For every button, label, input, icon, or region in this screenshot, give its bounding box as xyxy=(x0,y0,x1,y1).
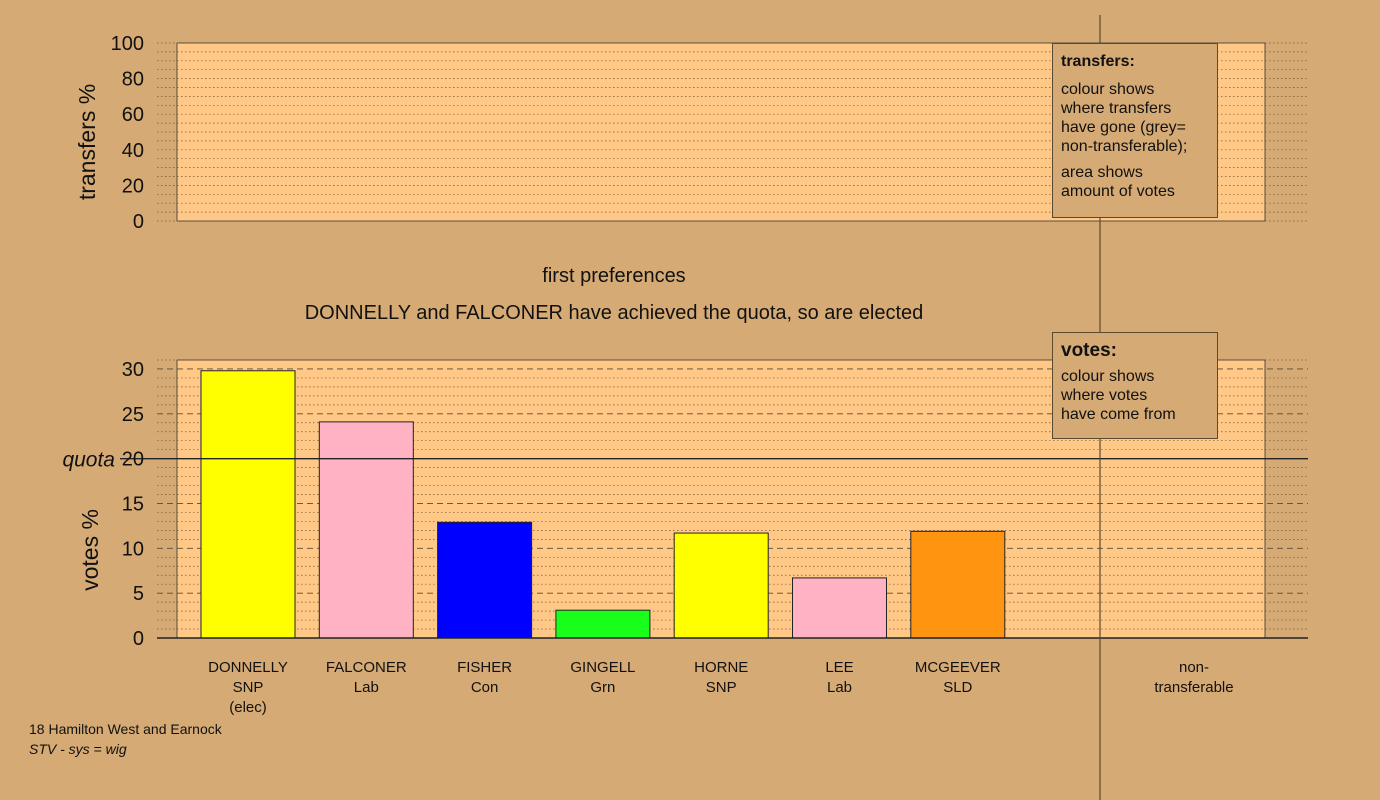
footer-constituency: 18 Hamilton West and Earnock xyxy=(29,721,222,737)
votes-legend-title: votes: xyxy=(1061,340,1117,361)
vote-bar xyxy=(792,577,887,639)
footer-system: STV - sys = wig xyxy=(29,741,127,757)
votes-tick-label: 25 xyxy=(122,404,144,426)
transfers-tick-label: 0 xyxy=(133,211,144,233)
votes-tick-label: 30 xyxy=(122,359,144,381)
transfers-legend-text: colour shows where transfers have gone (… xyxy=(1061,81,1188,155)
candidate-label: FALCONER xyxy=(326,659,407,676)
quota-label: quota xyxy=(62,449,115,472)
vote-bar xyxy=(910,530,1006,639)
transfers-tick-label: 60 xyxy=(122,104,144,126)
votes-legend-text: colour shows where votes have come from xyxy=(1061,368,1176,423)
transfers-legend-area-text: area shows amount of votes xyxy=(1061,164,1175,200)
candidate-label: Lab xyxy=(354,679,379,696)
vote-bar xyxy=(200,370,296,639)
votes-tick-label: 20 xyxy=(122,449,144,471)
votes-tick-label: 10 xyxy=(122,538,144,560)
candidate-label: (elec) xyxy=(229,699,267,716)
transfers-legend-title: transfers: xyxy=(1061,53,1135,70)
candidate-label: FISHER xyxy=(457,659,512,676)
transfers-tick-label: 20 xyxy=(122,175,144,197)
vote-bar xyxy=(437,521,533,639)
candidate-label: MCGEEVER xyxy=(915,659,1001,676)
votes-tick-label: 5 xyxy=(133,583,144,605)
candidate-label: HORNE xyxy=(694,659,748,676)
candidate-label: DONNELLY xyxy=(208,659,288,676)
status-text: DONNELLY and FALCONER have achieved the … xyxy=(305,302,924,324)
votes-legend: votes: colour shows where votes have com… xyxy=(1052,332,1218,439)
candidate-label: GINGELL xyxy=(570,659,635,676)
candidate-label: Con xyxy=(471,679,499,696)
candidate-label: SNP xyxy=(233,679,264,696)
transfers-tick-label: 40 xyxy=(122,140,144,162)
candidate-label: SLD xyxy=(943,679,972,696)
votes-axis-label: votes % xyxy=(77,509,103,591)
candidate-label: LEE xyxy=(825,659,853,676)
transfers-axis-label: transfers % xyxy=(74,84,100,200)
non-transferable-label: transferable xyxy=(1154,679,1233,696)
transfers-legend: transfers: colour shows where transfers … xyxy=(1052,43,1218,218)
non-transferable-label: non- xyxy=(1179,659,1209,676)
transfers-tick-label: 80 xyxy=(122,69,144,91)
vote-bar xyxy=(555,609,651,639)
vote-bar xyxy=(673,532,769,639)
votes-tick-label: 0 xyxy=(133,628,144,650)
round-label: first preferences xyxy=(542,265,685,287)
candidate-label: SNP xyxy=(706,679,737,696)
transfers-tick-label: 100 xyxy=(111,33,144,55)
candidate-label: Grn xyxy=(590,679,615,696)
votes-tick-label: 15 xyxy=(122,493,144,515)
vote-bar xyxy=(318,421,414,639)
candidate-label: Lab xyxy=(827,679,852,696)
